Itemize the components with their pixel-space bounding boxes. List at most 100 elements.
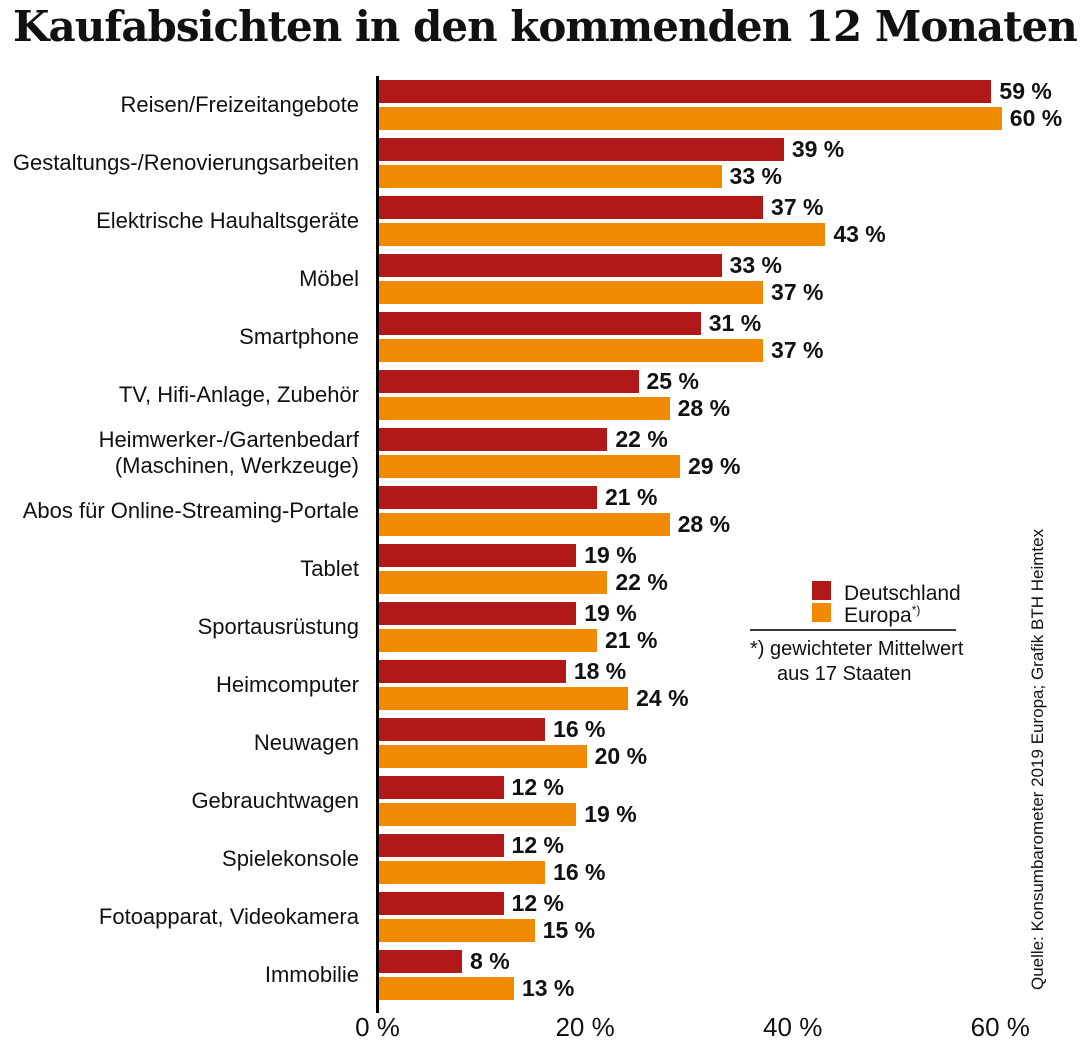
category-row: Spielekonsole 12 % 16 %	[0, 830, 1080, 888]
bar-deutschland	[379, 312, 701, 335]
category-row: Elektrische Hauhaltsgeräte 37 % 43 %	[0, 192, 1080, 250]
value-label: 33 %	[729, 163, 782, 189]
value-label: 19 %	[584, 542, 637, 568]
bar-line: 20 %	[379, 743, 1080, 769]
category-row: Smartphone 31 % 37 %	[0, 308, 1080, 366]
bar-group: 19 % 22 %	[376, 540, 1080, 598]
category-row: Möbel 33 % 37 %	[0, 250, 1080, 308]
footnote-line-2: aus 17 Staaten	[777, 663, 912, 685]
bar-europa	[379, 861, 546, 884]
bar-line: 43 %	[379, 221, 1080, 247]
bar-group: 8 % 13 %	[376, 946, 1080, 1004]
value-label: 39 %	[791, 136, 845, 162]
category-label: Elektrische Hauhaltsgeräte	[96, 208, 359, 234]
bar-group: 37 % 43 %	[376, 192, 1080, 250]
bar-line: 18 %	[379, 658, 1080, 684]
value-label: 29 %	[688, 453, 741, 479]
bar-deutschland	[379, 196, 764, 219]
bar-group: 25 % 28 %	[376, 366, 1080, 424]
bar-line: 29 %	[379, 453, 1080, 479]
bar-line: 12 %	[379, 832, 1080, 858]
category-row: Gestaltungs-/Renovierungsarbeiten 39 % 33 …	[0, 134, 1080, 192]
bar-europa	[379, 571, 608, 594]
bar-europa	[379, 223, 826, 246]
x-tick-label: 20 %	[555, 1012, 615, 1042]
value-label: 19 %	[584, 600, 637, 626]
value-label: 37 %	[771, 337, 824, 363]
bar-line: 28 %	[379, 511, 1080, 537]
bar-deutschland	[379, 892, 504, 915]
category-label: Fotoapparat, Videokamera	[98, 904, 359, 930]
bar-deutschland	[379, 950, 463, 973]
legend-item-europa: Europa*)	[750, 602, 964, 627]
bar-line: 19 %	[379, 600, 1080, 626]
category-label: Abos für Online-Streaming-Portale	[22, 498, 359, 524]
bar-deutschland	[379, 486, 597, 509]
value-label: 12 %	[511, 774, 564, 800]
bar-europa	[379, 397, 670, 420]
bar-group: 16 % 20 %	[376, 714, 1080, 772]
value-label: 21 %	[604, 627, 658, 653]
category-row: Abos für Online-Streaming-Portale 21 % 28 …	[0, 482, 1080, 540]
value-label: 28 %	[677, 511, 731, 537]
value-label: 8 %	[470, 948, 510, 974]
x-axis-baseline-tick	[376, 1004, 379, 1013]
bar-europa	[379, 165, 722, 188]
category-row: Heimcomputer 18 % 24 %	[0, 656, 1080, 714]
category-label: Sportausrüstung	[197, 614, 359, 640]
value-label: 12 %	[511, 890, 564, 916]
bar-line: 8 %	[379, 948, 1080, 974]
category-label: Smartphone	[239, 324, 359, 350]
footnote-line-1: *) gewichteter Mittelwert	[750, 638, 964, 660]
value-label: 21 %	[604, 484, 658, 510]
value-label: 43 %	[833, 221, 886, 247]
bar-deutschland	[379, 80, 992, 103]
value-label: 20 %	[594, 743, 648, 769]
category-label: Heimcomputer	[215, 672, 359, 698]
category-label: Tablet	[300, 556, 359, 582]
bar-line: 33 %	[379, 163, 1080, 189]
bar-line: 37 %	[379, 194, 1080, 220]
value-label: 16 %	[553, 716, 606, 742]
bar-line: 22 %	[379, 569, 1080, 595]
legend-label-europa: Europa*)	[844, 602, 921, 627]
value-label: 19 %	[584, 801, 637, 827]
value-label: 59 %	[999, 78, 1052, 104]
bar-line: 39 %	[379, 136, 1080, 162]
x-tick-label: 0 %	[355, 1012, 400, 1042]
bar-europa	[379, 687, 629, 710]
bar-line: 12 %	[379, 774, 1080, 800]
bar-deutschland	[379, 544, 577, 567]
category-row: Tablet 19 % 22 %	[0, 540, 1080, 598]
bar-line: 21 %	[379, 484, 1080, 510]
bar-group: 12 % 16 %	[376, 830, 1080, 888]
category-row: Heimwerker-/Gartenbedarf (Maschinen, Wer…	[0, 424, 1080, 482]
bar-line: 15 %	[379, 917, 1080, 943]
bar-europa	[379, 803, 577, 826]
bar-deutschland	[379, 138, 784, 161]
category-label: Immobilie	[264, 962, 359, 988]
bar-group: 31 % 37 %	[376, 308, 1080, 366]
bar-line: 16 %	[379, 859, 1080, 885]
bar-line: 33 %	[379, 252, 1080, 278]
bar-group: 21 % 28 %	[376, 482, 1080, 540]
category-label: Gebrauchtwagen	[191, 788, 359, 814]
bar-deutschland	[379, 834, 504, 857]
bar-deutschland	[379, 370, 639, 393]
bar-line: 22 %	[379, 426, 1080, 452]
category-row: Gebrauchtwagen 12 % 19 %	[0, 772, 1080, 830]
bar-group: 12 % 15 %	[376, 888, 1080, 946]
source-credit: Quelle: Konsumbarometer 2019 Europa; Gra…	[1028, 528, 1047, 990]
value-label: 22 %	[615, 426, 668, 452]
value-label: 24 %	[636, 685, 689, 711]
bar-line: 13 %	[379, 975, 1080, 1001]
bar-line: 21 %	[379, 627, 1080, 653]
value-label: 16 %	[553, 859, 606, 885]
x-tick-label: 60 %	[970, 1012, 1030, 1042]
legend-item-deutschland: Deutschland	[750, 581, 964, 604]
category-label: TV, Hifi-Anlage, Zubehör	[118, 382, 359, 408]
bar-line: 31 %	[379, 310, 1080, 336]
bar-group: 19 % 21 %	[376, 598, 1080, 656]
bar-group: 33 % 37 %	[376, 250, 1080, 308]
value-label: 18 %	[573, 658, 627, 684]
